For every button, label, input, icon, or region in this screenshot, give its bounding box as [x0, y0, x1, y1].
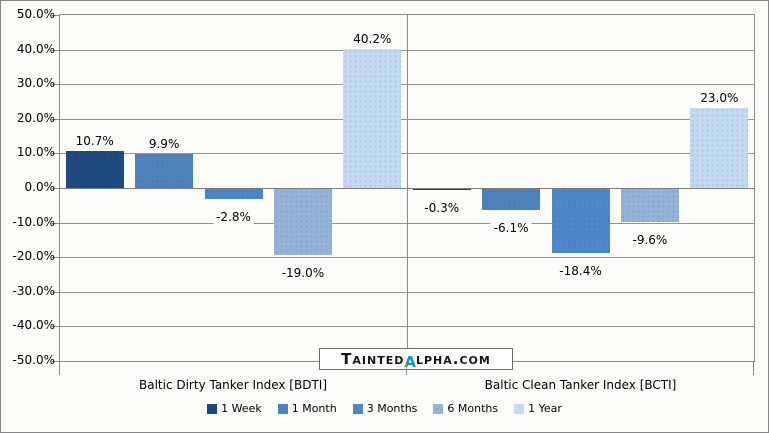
legend-swatch-1-week: [207, 403, 218, 414]
slot-bcti-1-year: 23.0%: [685, 15, 754, 361]
bar-bdti-1-year: [343, 48, 402, 189]
legend-swatch-6-months: [433, 403, 444, 414]
bar-bcti-6-months: [620, 189, 679, 223]
slot-bcti-1-week: -0.3%: [407, 15, 476, 361]
bar-bdti-3-months: [204, 189, 263, 199]
slot-bcti-1-month: -6.1%: [476, 15, 545, 361]
legend-swatch-3-months: [352, 403, 363, 414]
data-label-bcti-1-week: -0.3%: [421, 201, 463, 217]
slot-bdti-1-week: 10.7%: [60, 15, 129, 361]
category-axis-tick: [59, 362, 60, 375]
y-axis-label: 40.0%: [16, 41, 55, 56]
y-axis-label: -10.0%: [12, 214, 55, 229]
y-axis-tick: [52, 153, 59, 155]
legend-label-3-months: 3 Months: [366, 402, 418, 415]
legend-label-1-year: 1 Year: [528, 402, 562, 415]
data-label-bcti-1-month: -6.1%: [490, 221, 532, 237]
bar-bdti-6-months: [273, 189, 332, 255]
category-axis-tick: [406, 362, 407, 375]
y-axis-label: 20.0%: [16, 110, 55, 125]
slot-bdti-6-months: -19.0%: [268, 15, 337, 361]
slot-bdti-1-month: 9.9%: [129, 15, 198, 361]
y-axis-tick: [52, 222, 59, 224]
legend-item-1-year: 1 Year: [514, 402, 562, 415]
y-axis-tick: [52, 15, 59, 16]
y-axis-label: -40.0%: [12, 318, 55, 333]
category-label-bdti: Baltic Dirty Tanker Index [BDTI]: [138, 378, 327, 392]
alpha-glyph-icon: α: [404, 347, 416, 372]
slot-bdti-3-months: -2.8%: [199, 15, 268, 361]
bar-bdti-1-month: [135, 153, 194, 189]
y-axis-tick: [52, 84, 59, 86]
legend-item-3-months: 3 Months: [352, 402, 418, 415]
legend-item-1-month: 1 Month: [277, 402, 337, 415]
data-label-bcti-3-months: -18.4%: [556, 263, 605, 279]
category-label-bcti: Baltic Clean Tanker Index [BCTI]: [484, 378, 677, 392]
y-axis-label: -30.0%: [12, 283, 55, 298]
data-label-bcti-1-year: 23.0%: [697, 91, 742, 107]
data-label-bdti-1-year: 40.2%: [350, 31, 395, 47]
legend-label-6-months: 6 Months: [447, 402, 499, 415]
y-axis-label: -20.0%: [12, 249, 55, 264]
y-axis-tick: [52, 49, 59, 51]
slot-bdti-1-year: 40.2%: [338, 15, 407, 361]
legend: 1 Week 1 Month 3 Months 6 Months 1 Year: [1, 402, 768, 415]
y-axis-tick: [52, 118, 59, 120]
legend-item-6-months: 6 Months: [433, 402, 498, 415]
slot-bcti-6-months: -9.6%: [615, 15, 684, 361]
y-axis-tick: [52, 291, 59, 293]
bar-bcti-3-months: [551, 189, 610, 253]
legend-label-1-week: 1 Week: [221, 402, 262, 415]
panel-divider: [407, 15, 408, 361]
y-axis-tick: [52, 188, 59, 189]
legend-item-1-week: 1 Week: [207, 402, 262, 415]
y-axis-tick: [52, 326, 59, 328]
y-axis-label: 30.0%: [16, 76, 55, 91]
bar-bcti-1-month: [482, 189, 541, 211]
plot-area: 10.7% 9.9% -2.8% -19.0% 40.2% -0.3% -6.1% -18.4…: [59, 14, 755, 362]
y-axis-label: 10.0%: [16, 145, 55, 160]
watermark-taintedalpha: Tainted α lpha.com: [319, 348, 513, 370]
legend-label-1-month: 1 Month: [291, 402, 337, 415]
legend-swatch-1-month: [277, 403, 288, 414]
watermark-prefix: Tainted: [341, 350, 405, 368]
y-axis-tick: [52, 257, 59, 259]
legend-swatch-1-year: [514, 403, 525, 414]
panel-bdti: 10.7% 9.9% -2.8% -19.0% 40.2%: [60, 15, 407, 361]
bar-bcti-1-week: [412, 189, 471, 191]
watermark-suffix: lpha.com: [415, 350, 491, 368]
bar-bcti-1-year: [690, 108, 749, 188]
y-axis-tick: [52, 361, 59, 362]
data-label-bdti-3-months: -2.8%: [213, 209, 254, 225]
data-label-bdti-1-week: 10.7%: [72, 133, 117, 149]
y-axis-label: -50.0%: [12, 353, 55, 367]
bar-bdti-1-week: [65, 150, 124, 188]
y-axis-label: 50.0%: [16, 7, 55, 21]
panel-bcti: -0.3% -6.1% -18.4% -9.6% 23.0%: [407, 15, 754, 361]
data-label-bcti-6-months: -9.6%: [629, 233, 671, 249]
data-label-bdti-1-month: 9.9%: [145, 136, 183, 152]
category-axis-tick: [753, 362, 754, 375]
data-label-bdti-6-months: -19.0%: [278, 265, 328, 281]
y-axis-label: 0.0%: [24, 180, 56, 194]
slot-bcti-3-months: -18.4%: [546, 15, 615, 361]
